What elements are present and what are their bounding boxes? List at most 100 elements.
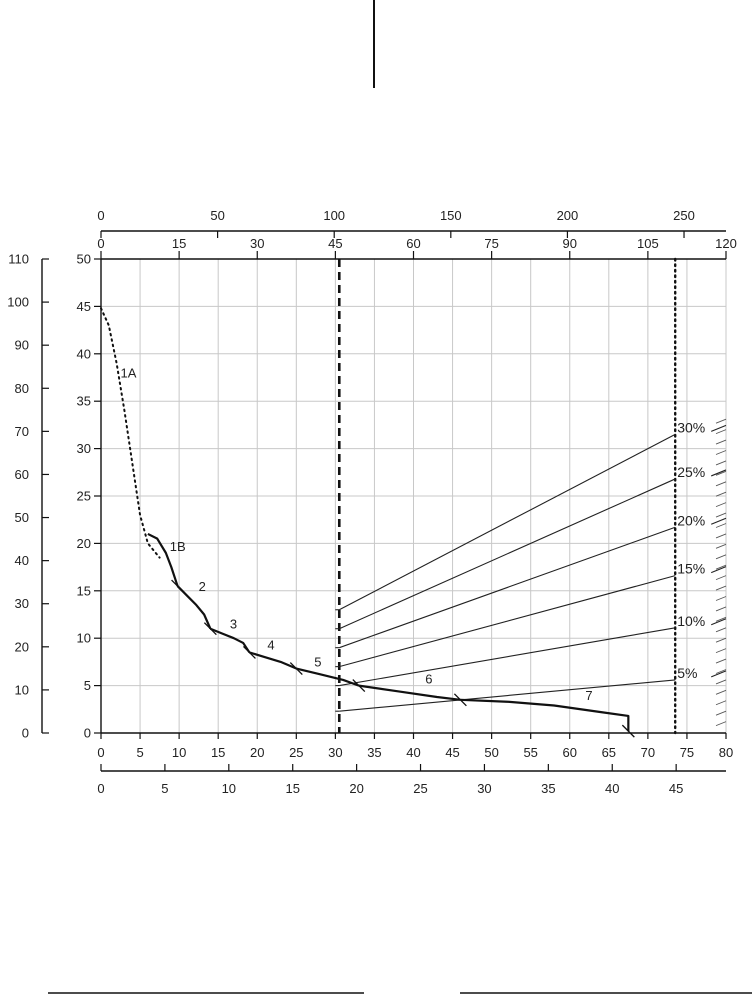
percent-line-1 <box>339 433 676 611</box>
right-hatch-mark <box>715 648 727 654</box>
bottom-primary-label-45: 45 <box>445 745 459 760</box>
bottom-secondary-label-10: 10 <box>222 781 236 796</box>
left-primary-label-0: 0 <box>84 726 91 741</box>
segment-label-6: 6 <box>425 672 432 687</box>
percent-label-3: 20% <box>677 512 705 528</box>
left-secondary-label-0: 0 <box>22 726 29 741</box>
left-primary-label-40: 40 <box>77 346 91 361</box>
percent-label-5: 10% <box>677 613 705 629</box>
right-hatch-mark <box>715 470 727 476</box>
segment-boundary-tick <box>621 724 635 738</box>
right-hatch-mark <box>715 637 727 643</box>
right-hatch-mark <box>715 585 727 591</box>
left-secondary-label-40: 40 <box>15 553 29 568</box>
left-primary-label-15: 15 <box>77 583 91 598</box>
left-primary-label-30: 30 <box>77 441 91 456</box>
left-primary-label-25: 25 <box>77 489 91 504</box>
top-primary-label-30: 30 <box>250 236 264 251</box>
bottom-primary-label-5: 5 <box>136 745 143 760</box>
top-secondary-label-50: 50 <box>210 208 224 223</box>
bottom-primary-label-65: 65 <box>602 745 616 760</box>
top-secondary-label-100: 100 <box>323 208 345 223</box>
left-primary-label-5: 5 <box>84 678 91 693</box>
right-hatch-mark <box>715 679 727 685</box>
bottom-secondary-label-35: 35 <box>541 781 555 796</box>
percent-line-extension <box>711 424 727 432</box>
top-primary-label-105: 105 <box>637 236 659 251</box>
curve <box>100 307 635 738</box>
right-hatch-mark <box>715 481 727 487</box>
left-secondary-label-80: 80 <box>15 381 29 396</box>
curve-segment-5 <box>296 667 360 687</box>
top-primary-label-45: 45 <box>328 236 342 251</box>
right-hatch-mark <box>715 502 727 508</box>
curve-segment-2 <box>176 585 212 630</box>
top-primary-label-15: 15 <box>172 236 186 251</box>
percent-label-6: 5% <box>677 665 697 681</box>
top-secondary-label-200: 200 <box>557 208 579 223</box>
percent-line-5 <box>339 627 676 687</box>
right-hatch-mark <box>715 460 727 466</box>
right-hatch-mark <box>715 523 727 528</box>
bottom-secondary-label-5: 5 <box>161 781 168 796</box>
left-secondary-label-20: 20 <box>15 639 29 654</box>
bottom-primary-label-75: 75 <box>680 745 694 760</box>
bottom-primary-label-30: 30 <box>328 745 342 760</box>
left-primary-label-35: 35 <box>77 394 91 409</box>
left-secondary-label-90: 90 <box>15 338 29 353</box>
top-primary-label-90: 90 <box>563 236 577 251</box>
axes: 0510152025303540455001020304050607080901… <box>7 208 737 796</box>
bottom-secondary-label-15: 15 <box>285 781 299 796</box>
left-secondary-label-50: 50 <box>15 510 29 525</box>
percent-line-3 <box>339 526 676 649</box>
top-primary-label-60: 60 <box>406 236 420 251</box>
percent-line-extension <box>711 670 727 678</box>
bottom-primary-label-25: 25 <box>289 745 303 760</box>
bottom-primary-label-10: 10 <box>172 745 186 760</box>
right-hatch-mark <box>715 700 727 706</box>
left-secondary-label-110: 110 <box>8 252 29 267</box>
right-hatch-mark <box>715 533 727 539</box>
right-hatch-mark <box>715 512 727 518</box>
segment-label-1A: 1A <box>121 366 137 381</box>
segment-label-1B: 1B <box>170 539 186 554</box>
segment-label-4: 4 <box>267 638 274 653</box>
right-hatch-mark <box>715 491 727 497</box>
bottom-primary-label-50: 50 <box>484 745 498 760</box>
percent-line-6 <box>339 679 676 712</box>
percent-line-extension <box>711 618 727 626</box>
bottom-primary-label-15: 15 <box>211 745 225 760</box>
percent-line-extension <box>711 566 727 574</box>
left-secondary-label-60: 60 <box>15 467 29 482</box>
percent-line-2 <box>339 478 676 630</box>
right-hatch-mark <box>715 439 727 445</box>
curve-segment-4 <box>249 651 297 670</box>
percent-label-2: 25% <box>677 464 705 480</box>
segment-label-2: 2 <box>199 579 206 594</box>
bottom-secondary-label-30: 30 <box>477 781 491 796</box>
left-secondary-label-10: 10 <box>15 682 29 697</box>
top-primary-label-120: 120 <box>715 236 737 251</box>
right-hatch-mark <box>715 450 727 455</box>
bottom-primary-label-20: 20 <box>250 745 264 760</box>
top-secondary-label-250: 250 <box>673 208 695 223</box>
right-hatch-mark <box>715 669 727 674</box>
curve-segment-7 <box>460 698 630 732</box>
reference-lines <box>337 257 677 735</box>
percent-line-4 <box>339 575 676 668</box>
right-hatch-mark <box>715 658 727 664</box>
bottom-secondary-label-45: 45 <box>669 781 683 796</box>
grid <box>100 258 727 734</box>
bottom-primary-label-40: 40 <box>406 745 420 760</box>
left-primary-label-45: 45 <box>77 299 91 314</box>
curve-segment-1A <box>100 307 161 559</box>
top-primary-label-75: 75 <box>484 236 498 251</box>
percent-line-extension <box>711 469 727 477</box>
bottom-primary-label-35: 35 <box>367 745 381 760</box>
curve-segment-1B <box>147 532 179 587</box>
left-secondary-label-70: 70 <box>15 424 29 439</box>
bottom-primary-label-60: 60 <box>563 745 577 760</box>
right-hatch-mark <box>715 418 727 424</box>
right-hatch-mark <box>715 616 727 622</box>
